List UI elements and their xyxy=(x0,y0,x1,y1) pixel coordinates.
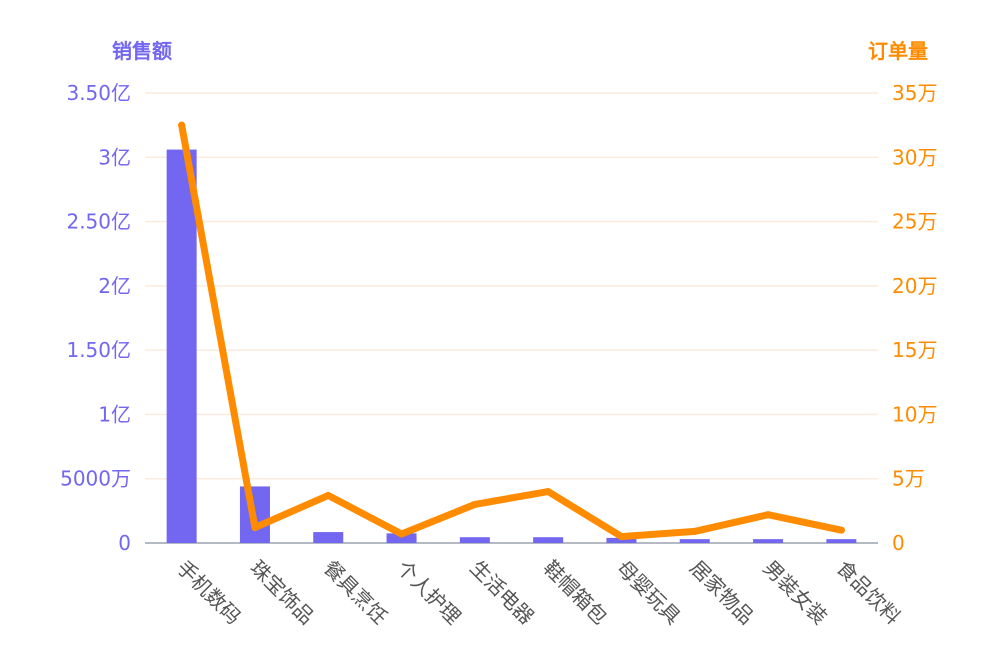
orders-point xyxy=(837,526,845,534)
sales-bar xyxy=(313,532,344,543)
left-tick-label: 2亿 xyxy=(98,274,131,298)
orders-point xyxy=(324,491,332,499)
category-label: 生活电器 xyxy=(465,556,539,630)
left-tick-label: 1亿 xyxy=(98,402,131,426)
left-axis: 0 5000万 1亿 1.50亿 2亿 2.50亿 3亿 3.50亿 xyxy=(60,81,131,555)
orders-line xyxy=(178,121,845,541)
orders-point xyxy=(691,527,699,535)
left-tick-label: 3亿 xyxy=(98,145,131,169)
right-tick-label: 5万 xyxy=(892,467,925,491)
right-tick-label: 0 xyxy=(892,531,905,555)
category-label: 个人护理 xyxy=(392,556,466,630)
right-tick-label: 30万 xyxy=(892,145,937,169)
sales-bar xyxy=(753,539,784,543)
orders-point xyxy=(617,533,625,541)
category-label: 男装女装 xyxy=(759,556,833,630)
right-axis: 0 5万 10万 15万 20万 25万 30万 35万 xyxy=(892,81,937,555)
left-axis-title: 销售额 xyxy=(112,39,172,63)
category-label: 手机数码 xyxy=(172,556,246,630)
sales-bar xyxy=(606,537,637,543)
left-tick-label: 2.50亿 xyxy=(66,210,131,234)
left-tick-label: 3.50亿 xyxy=(66,81,131,105)
category-label: 珠宝饰品 xyxy=(245,556,319,630)
right-tick-label: 35万 xyxy=(892,81,937,105)
orders-point xyxy=(544,488,552,496)
grid-lines xyxy=(145,92,878,544)
right-tick-label: 25万 xyxy=(892,210,937,234)
sales-bar xyxy=(386,533,417,543)
right-tick-label: 20万 xyxy=(892,274,937,298)
right-tick-label: 10万 xyxy=(892,402,937,426)
sales-bar xyxy=(826,539,857,543)
orders-point xyxy=(398,530,406,538)
left-tick-label: 0 xyxy=(118,531,131,555)
sales-bar xyxy=(459,537,490,543)
orders-point xyxy=(764,511,772,519)
category-label: 食品饮料 xyxy=(832,556,906,630)
category-label: 居家物品 xyxy=(685,556,759,630)
right-tick-label: 15万 xyxy=(892,338,937,362)
category-label: 餐具烹饪 xyxy=(319,556,393,630)
left-tick-label: 1.50亿 xyxy=(66,338,131,362)
category-label: 鞋帽箱包 xyxy=(539,556,613,630)
left-tick-label: 5000万 xyxy=(60,467,131,491)
sales-bar xyxy=(166,149,197,544)
orders-point xyxy=(471,500,479,508)
category-label: 母婴玩具 xyxy=(612,556,686,630)
category-axis: 手机数码 珠宝饰品 餐具烹饪 个人护理 生活电器 鞋帽箱包 母婴玩具 居家物品 男装女装 食品饮料 xyxy=(172,556,905,630)
sales-bars xyxy=(166,149,857,544)
orders-point xyxy=(178,121,186,129)
right-axis-title: 订单量 xyxy=(868,39,928,63)
orders-point xyxy=(251,524,259,532)
sales-bar xyxy=(533,537,564,543)
sales-bar xyxy=(679,539,710,543)
orders-line-layer xyxy=(178,121,845,541)
